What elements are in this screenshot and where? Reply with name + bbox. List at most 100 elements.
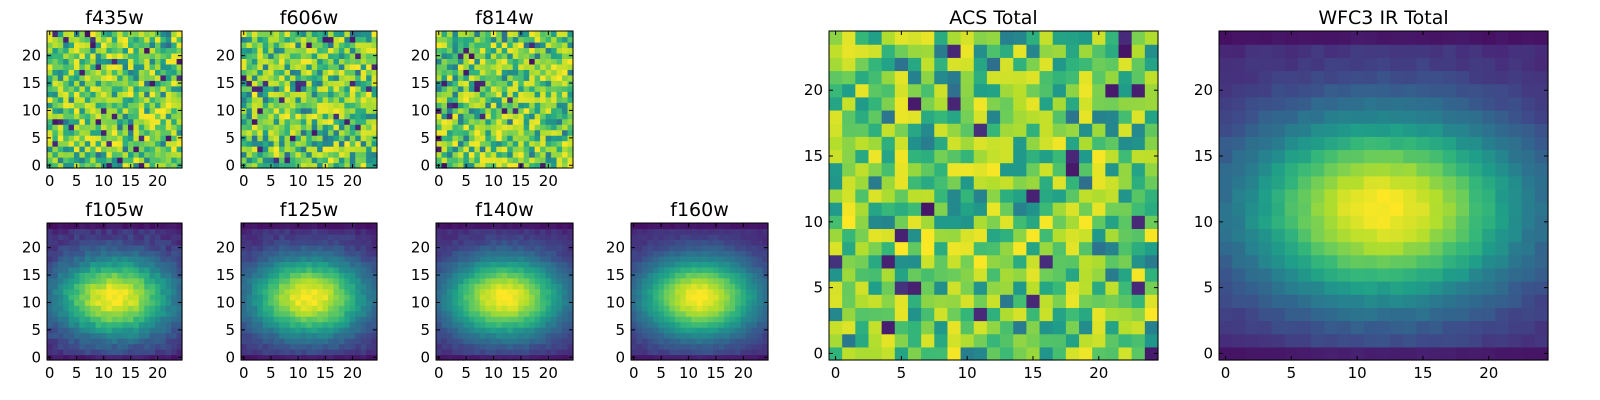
heatmap-cell [1092, 188, 1106, 203]
heatmap-cell [868, 294, 883, 308]
heatmap-cell [306, 332, 313, 339]
heatmap-cell [344, 272, 351, 279]
heatmap-cell [117, 228, 124, 235]
heatmap-cell [279, 107, 286, 114]
heatmap-cell [366, 52, 373, 59]
heatmap-cell [328, 266, 335, 273]
heatmap-cell [241, 321, 248, 328]
heatmap-cell [707, 255, 714, 262]
heatmap-cell [523, 69, 530, 76]
heatmap-cell [338, 63, 345, 70]
heatmap-cell [52, 349, 59, 356]
heatmap-cell [328, 294, 335, 301]
heatmap-cell [556, 255, 563, 262]
heatmap-cell [79, 118, 86, 125]
heatmap-cell [289, 124, 296, 131]
heatmap-cell [371, 74, 378, 81]
heatmap-cell [95, 261, 102, 268]
heatmap-cell [95, 113, 102, 120]
heatmap-cell [101, 327, 107, 334]
heatmap-cell [284, 250, 291, 257]
axes-frame [630, 222, 769, 361]
heatmap-cell [68, 233, 75, 241]
heatmap-cell [724, 305, 731, 312]
heatmap-cell [631, 266, 638, 273]
heatmap-cell [360, 310, 367, 317]
heatmap-cell [273, 255, 280, 262]
heatmap-cell [262, 338, 269, 345]
heatmap-cell [757, 244, 764, 251]
heatmap-cell [349, 244, 356, 251]
heatmap-cell [176, 316, 183, 323]
heatmap-cell [262, 151, 269, 158]
heatmap-cell [479, 277, 486, 284]
heatmap-cell [534, 338, 541, 345]
heatmap-cell [176, 223, 183, 230]
heatmap-cell [446, 118, 454, 125]
heatmap-cell [289, 277, 296, 284]
heatmap-cell [289, 41, 296, 49]
heatmap-cell [117, 41, 124, 49]
heatmap-cell [366, 102, 373, 109]
heatmap-cell [317, 85, 324, 92]
heatmap-cell [545, 107, 552, 114]
heatmap-cell [740, 261, 747, 268]
heatmap-cell [133, 52, 140, 59]
heatmap-cell [284, 228, 291, 235]
heatmap-cell [696, 266, 703, 273]
heatmap-cell [176, 250, 183, 257]
heatmap-cell [344, 113, 351, 120]
heatmap-cell [47, 113, 53, 120]
heatmap-cell [691, 272, 698, 279]
heatmap-cell [1000, 267, 1014, 282]
heatmap-cell [446, 294, 454, 301]
heatmap-cell [117, 157, 124, 164]
heatmap-cell [246, 354, 253, 361]
heatmap-cell [300, 102, 307, 109]
heatmap-cell [155, 135, 161, 142]
heatmap-cell [540, 250, 547, 257]
heatmap-cell [155, 91, 161, 98]
heatmap-cell [355, 338, 362, 345]
heatmap-cell [128, 233, 134, 241]
heatmap-cell [279, 85, 286, 92]
heatmap-cell [117, 63, 124, 70]
heatmap-cell [338, 124, 345, 131]
heatmap-cell [545, 102, 552, 109]
heatmap-cell [311, 250, 318, 257]
heatmap-cell [479, 85, 486, 92]
heatmap-cell [842, 307, 856, 322]
heatmap-cell [647, 255, 654, 262]
heatmap-cell [355, 36, 362, 43]
heatmap-cell [371, 58, 378, 65]
heatmap-cell [262, 349, 269, 356]
heatmap-cell [485, 102, 492, 109]
heatmap-cell [279, 228, 286, 235]
heatmap-cell [122, 96, 129, 103]
heatmap-cell [691, 332, 698, 339]
heatmap-cell [934, 188, 949, 203]
heatmap-cell [1013, 320, 1027, 335]
heatmap-cell [746, 223, 753, 230]
heatmap-cell [545, 272, 552, 279]
heatmap-cell [1092, 175, 1106, 190]
heatmap-cell [257, 354, 264, 361]
heatmap-cell [1079, 346, 1093, 361]
heatmap-cell [371, 349, 378, 356]
heatmap-cell [289, 266, 296, 273]
heatmap-cell [57, 239, 64, 246]
heatmap-cell [518, 250, 525, 257]
heatmap-cell [757, 288, 764, 295]
heatmap-cell [366, 69, 373, 76]
heatmap-cell [122, 118, 129, 125]
heatmap-cell [246, 162, 253, 169]
heatmap-cell [90, 91, 97, 98]
heatmap-cell [295, 118, 302, 125]
heatmap-cell [355, 157, 362, 164]
heatmap-cell [63, 250, 70, 257]
heatmap-cell [101, 233, 107, 241]
heatmap-cell [360, 316, 367, 323]
heatmap-cell [144, 239, 151, 246]
heatmap-cell [355, 102, 362, 109]
heatmap-cell [79, 91, 86, 98]
